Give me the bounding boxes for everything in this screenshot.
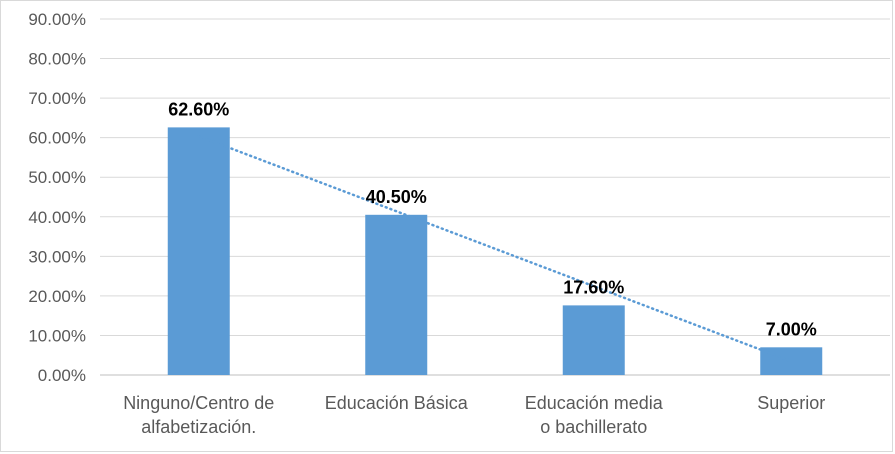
category-label: o bachillerato (540, 417, 647, 437)
category-label: Superior (757, 393, 825, 413)
y-tick-label: 30.00% (28, 247, 86, 266)
category-label: Educación Básica (325, 393, 469, 413)
data-label: 62.60% (168, 99, 229, 119)
data-label: 17.60% (563, 277, 624, 297)
category-label: Educación media (525, 393, 664, 413)
y-tick-label: 90.00% (28, 10, 86, 29)
y-tick-label: 20.00% (28, 287, 86, 306)
y-tick-label: 70.00% (28, 89, 86, 108)
category-label: Ninguno/Centro de (123, 393, 274, 413)
y-tick-label: 40.00% (28, 208, 86, 227)
trendline (197, 134, 793, 363)
y-tick-label: 0.00% (38, 366, 86, 385)
bar (167, 127, 230, 375)
bar (365, 214, 428, 375)
y-tick-label: 60.00% (28, 129, 86, 148)
y-tick-label: 80.00% (28, 50, 86, 69)
category-label: alfabetización. (141, 417, 256, 437)
data-label: 7.00% (766, 319, 817, 339)
data-label: 40.50% (366, 187, 427, 207)
bar (760, 347, 823, 375)
y-tick-label: 10.00% (28, 326, 86, 345)
y-tick-label: 50.00% (28, 168, 86, 187)
bar (562, 305, 625, 375)
